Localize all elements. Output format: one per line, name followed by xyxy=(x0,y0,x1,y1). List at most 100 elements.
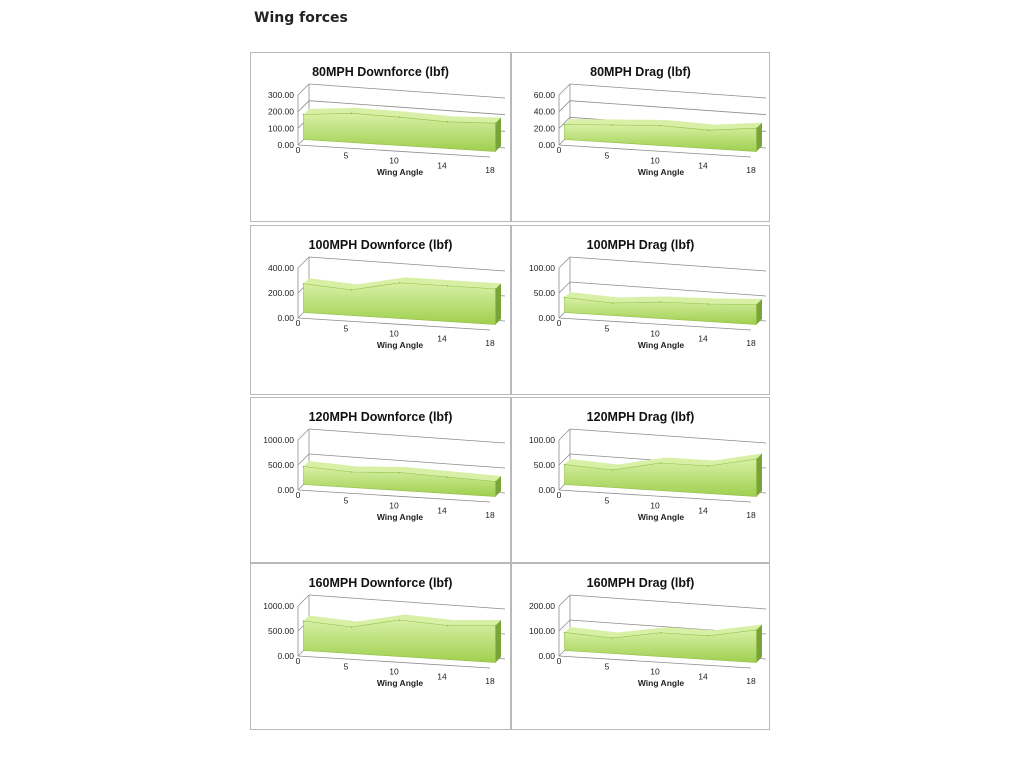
x-tick-label: 14 xyxy=(698,505,708,515)
x-axis-title: Wing Angle xyxy=(377,167,424,177)
y-tick-label: 100.00 xyxy=(529,263,555,273)
gridline xyxy=(308,100,506,116)
data-point xyxy=(563,123,566,126)
data-point xyxy=(707,129,710,131)
x-axis-line xyxy=(297,144,491,158)
data-point xyxy=(446,121,449,123)
y-tick-label: 400.00 xyxy=(268,263,294,273)
x-axis-line xyxy=(558,144,752,158)
data-point xyxy=(611,637,614,639)
data-point xyxy=(398,116,401,118)
left-wall-gridline xyxy=(297,83,310,96)
y-tick-label: 500.00 xyxy=(268,626,294,636)
gridline xyxy=(308,594,506,610)
y-tick-label: 0.00 xyxy=(538,313,555,323)
area-series xyxy=(303,113,496,152)
y-tick-label: 0.00 xyxy=(538,651,555,661)
data-point xyxy=(707,303,710,305)
x-tick-label: 14 xyxy=(437,160,447,170)
gridline xyxy=(308,428,506,444)
y-tick-label: 200.00 xyxy=(268,107,294,117)
x-tick-label: 10 xyxy=(389,667,399,677)
y-tick-label: 100.00 xyxy=(268,123,294,133)
y-tick-label: 0.00 xyxy=(277,140,294,150)
chart-svg: 160MPH Drag (lbf) 200.00 100.00 0.00 0 5 10 14 1… xyxy=(529,576,767,688)
x-axis-line xyxy=(297,489,491,503)
data-point xyxy=(659,301,662,303)
x-tick-label: 18 xyxy=(485,510,495,520)
gridline xyxy=(569,594,767,610)
y-tick-label: 1000.00 xyxy=(263,601,294,611)
left-wall-gridline xyxy=(297,100,310,112)
left-wall-gridline xyxy=(558,100,571,112)
area-side-face xyxy=(756,122,762,152)
area-side-face xyxy=(495,620,501,663)
chart-80mph-drag: 80MPH Drag (lbf) 60.00 40.00 20.00 0.00 0 5 10 1… xyxy=(511,52,770,222)
left-wall-gridline xyxy=(297,594,310,607)
x-tick-label: 10 xyxy=(650,501,660,511)
x-tick-label: 0 xyxy=(557,145,562,155)
chart-svg: 160MPH Downforce (lbf) 1000.00 500.00 0.00 0… xyxy=(263,576,506,688)
x-tick-label: 14 xyxy=(698,160,708,170)
x-tick-label: 14 xyxy=(698,671,708,681)
data-point xyxy=(755,127,758,129)
data-point xyxy=(755,303,758,306)
left-wall-gridline xyxy=(558,619,571,632)
gridline xyxy=(308,83,506,99)
x-tick-label: 0 xyxy=(296,318,301,328)
data-point xyxy=(707,634,710,637)
y-tick-label: 1000.00 xyxy=(263,435,294,445)
data-point xyxy=(398,619,401,621)
area-series xyxy=(303,282,496,325)
area-series xyxy=(564,124,757,152)
x-axis-line xyxy=(558,489,752,503)
x-tick-label: 0 xyxy=(296,490,301,500)
left-wall-gridline xyxy=(558,117,571,129)
chart-100mph-downforce: 100MPH Downforce (lbf) 400.00 200.00 0.00 0 5… xyxy=(250,225,511,395)
chart-title: 100MPH Downforce (lbf) xyxy=(309,238,453,252)
y-tick-label: 40.00 xyxy=(534,107,556,117)
x-tick-label: 0 xyxy=(557,318,562,328)
x-tick-label: 10 xyxy=(389,156,399,166)
x-tick-label: 18 xyxy=(746,676,756,686)
data-point xyxy=(563,631,566,634)
area-top-face xyxy=(564,453,762,470)
gridline xyxy=(569,256,767,272)
chart-title: 80MPH Downforce (lbf) xyxy=(312,65,449,79)
x-tick-label: 18 xyxy=(485,165,495,175)
x-axis-title: Wing Angle xyxy=(638,678,685,688)
data-point xyxy=(563,296,566,299)
chart-80mph-downforce: 80MPH Downforce (lbf) 300.00 200.00 100.00 0… xyxy=(250,52,511,222)
x-axis-title: Wing Angle xyxy=(638,167,685,177)
x-axis-line xyxy=(297,655,491,669)
gridline xyxy=(569,83,767,99)
chart-title: 160MPH Downforce (lbf) xyxy=(309,576,453,590)
data-point xyxy=(659,124,662,127)
data-point xyxy=(302,465,305,468)
x-tick-label: 5 xyxy=(344,496,349,506)
page-title: Wing forces xyxy=(254,10,348,26)
data-point xyxy=(494,480,497,483)
left-wall-gridline xyxy=(558,83,571,96)
y-tick-label: 100.00 xyxy=(529,626,555,636)
x-tick-label: 14 xyxy=(437,505,447,515)
chart-svg: 120MPH Drag (lbf) 100.00 50.00 0.00 0 5 10 14 18… xyxy=(529,410,767,522)
data-point xyxy=(659,631,662,634)
x-tick-label: 5 xyxy=(344,662,349,672)
data-point xyxy=(494,288,497,290)
area-top-face xyxy=(303,461,501,482)
x-axis-title: Wing Angle xyxy=(377,512,424,522)
chart-120mph-drag: 120MPH Drag (lbf) 100.00 50.00 0.00 0 5 10 14 18… xyxy=(511,397,770,563)
left-wall-gridline xyxy=(558,453,571,466)
y-tick-label: 100.00 xyxy=(529,435,555,445)
x-tick-label: 14 xyxy=(437,333,447,343)
data-point xyxy=(563,463,566,466)
y-tick-label: 0.00 xyxy=(277,485,294,495)
data-point xyxy=(350,626,353,628)
data-point xyxy=(611,469,614,471)
data-point xyxy=(350,471,353,473)
left-wall-gridline xyxy=(558,428,571,441)
x-tick-label: 14 xyxy=(698,333,708,343)
y-tick-label: 500.00 xyxy=(268,460,294,470)
x-axis-line xyxy=(297,317,491,331)
